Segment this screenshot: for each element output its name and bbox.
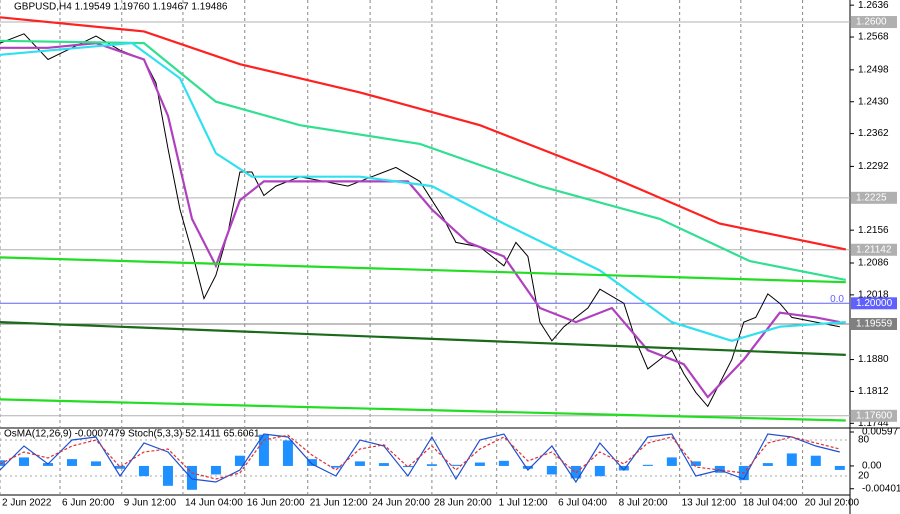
indicator-title: OsMA(12,26,9) -0.0007479 Stoch(5,3,3) 52… [4, 429, 260, 440]
histogram-bar [714, 465, 725, 473]
y-tick-label: 1.2156 [858, 225, 889, 236]
indicator-line [0, 434, 840, 480]
histogram-bar [426, 464, 437, 466]
histogram-bar [618, 465, 629, 471]
x-tick-label: 18 Jul 04:00 [743, 498, 798, 509]
level-box [851, 317, 897, 330]
level-box [851, 409, 897, 422]
histogram-bar [18, 457, 29, 466]
y-tick-label: 1.2018 [858, 290, 889, 301]
series-line [0, 16, 847, 251]
series-line [0, 256, 846, 284]
level-label: 1.2225 [856, 192, 887, 203]
y-tick-label: 1.1880 [858, 354, 889, 365]
y-tick-label: 1.2292 [858, 161, 889, 172]
histogram-bar [810, 455, 821, 466]
y2-tick-label: 80 [858, 435, 870, 446]
y-tick-label: 1.2362 [858, 128, 889, 139]
x-tick-label: 14 Jun 04:00 [185, 498, 243, 509]
histogram-bar [570, 465, 581, 479]
histogram-bar [66, 459, 77, 466]
y-tick-label: 1.2636 [858, 0, 889, 11]
y-tick-label: 1.2498 [858, 64, 889, 75]
y-tick-label: 1.2568 [858, 32, 889, 43]
y-tick-label: 1.2086 [858, 258, 889, 269]
x-tick-label: 6 Jun 20:00 [62, 498, 115, 509]
histogram-bar [762, 463, 773, 466]
x-tick-label: 1 Jul 12:00 [499, 498, 548, 509]
level-box [851, 243, 897, 256]
fib-label: 0.0 [830, 294, 844, 305]
level-box [851, 297, 897, 310]
histogram-bar [498, 460, 509, 466]
histogram-bar [690, 461, 701, 466]
histogram-bar [594, 465, 605, 477]
level-label: 1.19559 [856, 319, 893, 330]
histogram-bar [450, 464, 461, 466]
histogram-bar [834, 465, 845, 470]
x-tick-label: 2 Jun 2022 [2, 498, 52, 509]
histogram-bar [210, 465, 221, 475]
series-line [0, 39, 847, 281]
histogram-bar [546, 465, 557, 475]
x-tick-label: 20 Jul 20:00 [805, 498, 860, 509]
histogram-bar [786, 453, 797, 466]
histogram-bar [522, 465, 533, 469]
level-label: 1.17600 [856, 410, 893, 421]
level-box [851, 191, 897, 204]
histogram-bar [666, 457, 677, 466]
x-tick-label: 21 Jun 12:00 [310, 498, 368, 509]
histogram-bar [234, 455, 245, 466]
histogram-bar [138, 465, 149, 477]
x-tick-label: 28 Jun 20:00 [434, 498, 492, 509]
histogram-bar [378, 463, 389, 466]
x-tick-label: 13 Jul 12:00 [682, 498, 737, 509]
level-label: 1.21142 [856, 244, 892, 255]
y2-tick-label: 20 [858, 471, 870, 482]
histogram-bar [114, 465, 125, 469]
x-tick-label: 6 Jul 04:00 [558, 498, 607, 509]
y-tick-label: -0.004017 [862, 483, 900, 494]
x-tick-label: 9 Jun 12:00 [124, 498, 177, 509]
histogram-bar [642, 464, 653, 466]
histogram-bar [258, 434, 269, 466]
histogram-bar [330, 465, 341, 468]
histogram-bar [306, 459, 317, 466]
y-tick-label: 0.005977 [862, 427, 900, 438]
series-line [0, 41, 846, 342]
histogram-bar [354, 461, 365, 466]
series-line [0, 398, 846, 422]
chart-title: GBPUSD,H4 1.19549 1.19760 1.19467 1.1948… [14, 2, 228, 13]
histogram-bar [90, 461, 101, 466]
x-tick-label: 24 Jun 20:00 [372, 498, 430, 509]
series-line [0, 33, 840, 408]
series-line [0, 41, 841, 399]
histogram-bar [162, 465, 173, 486]
histogram-bar [186, 465, 197, 490]
y-tick-label: 0.00 [862, 461, 882, 472]
indicator-line [0, 433, 840, 484]
histogram-bar [474, 462, 485, 466]
histogram-bar [402, 465, 413, 468]
level-label: 1.2600 [856, 17, 887, 28]
y-tick-label: 1.1812 [858, 386, 889, 397]
x-tick-label: 16 Jun 20:00 [247, 498, 305, 509]
y-tick-label: 1.1744 [858, 418, 889, 429]
level-box [851, 16, 897, 29]
series-line [0, 321, 846, 356]
level-label: 1.20000 [856, 298, 893, 309]
y-tick-label: 1.2430 [858, 96, 889, 107]
x-tick-label: 8 Jul 20:00 [619, 498, 668, 509]
histogram-bar [282, 440, 293, 466]
